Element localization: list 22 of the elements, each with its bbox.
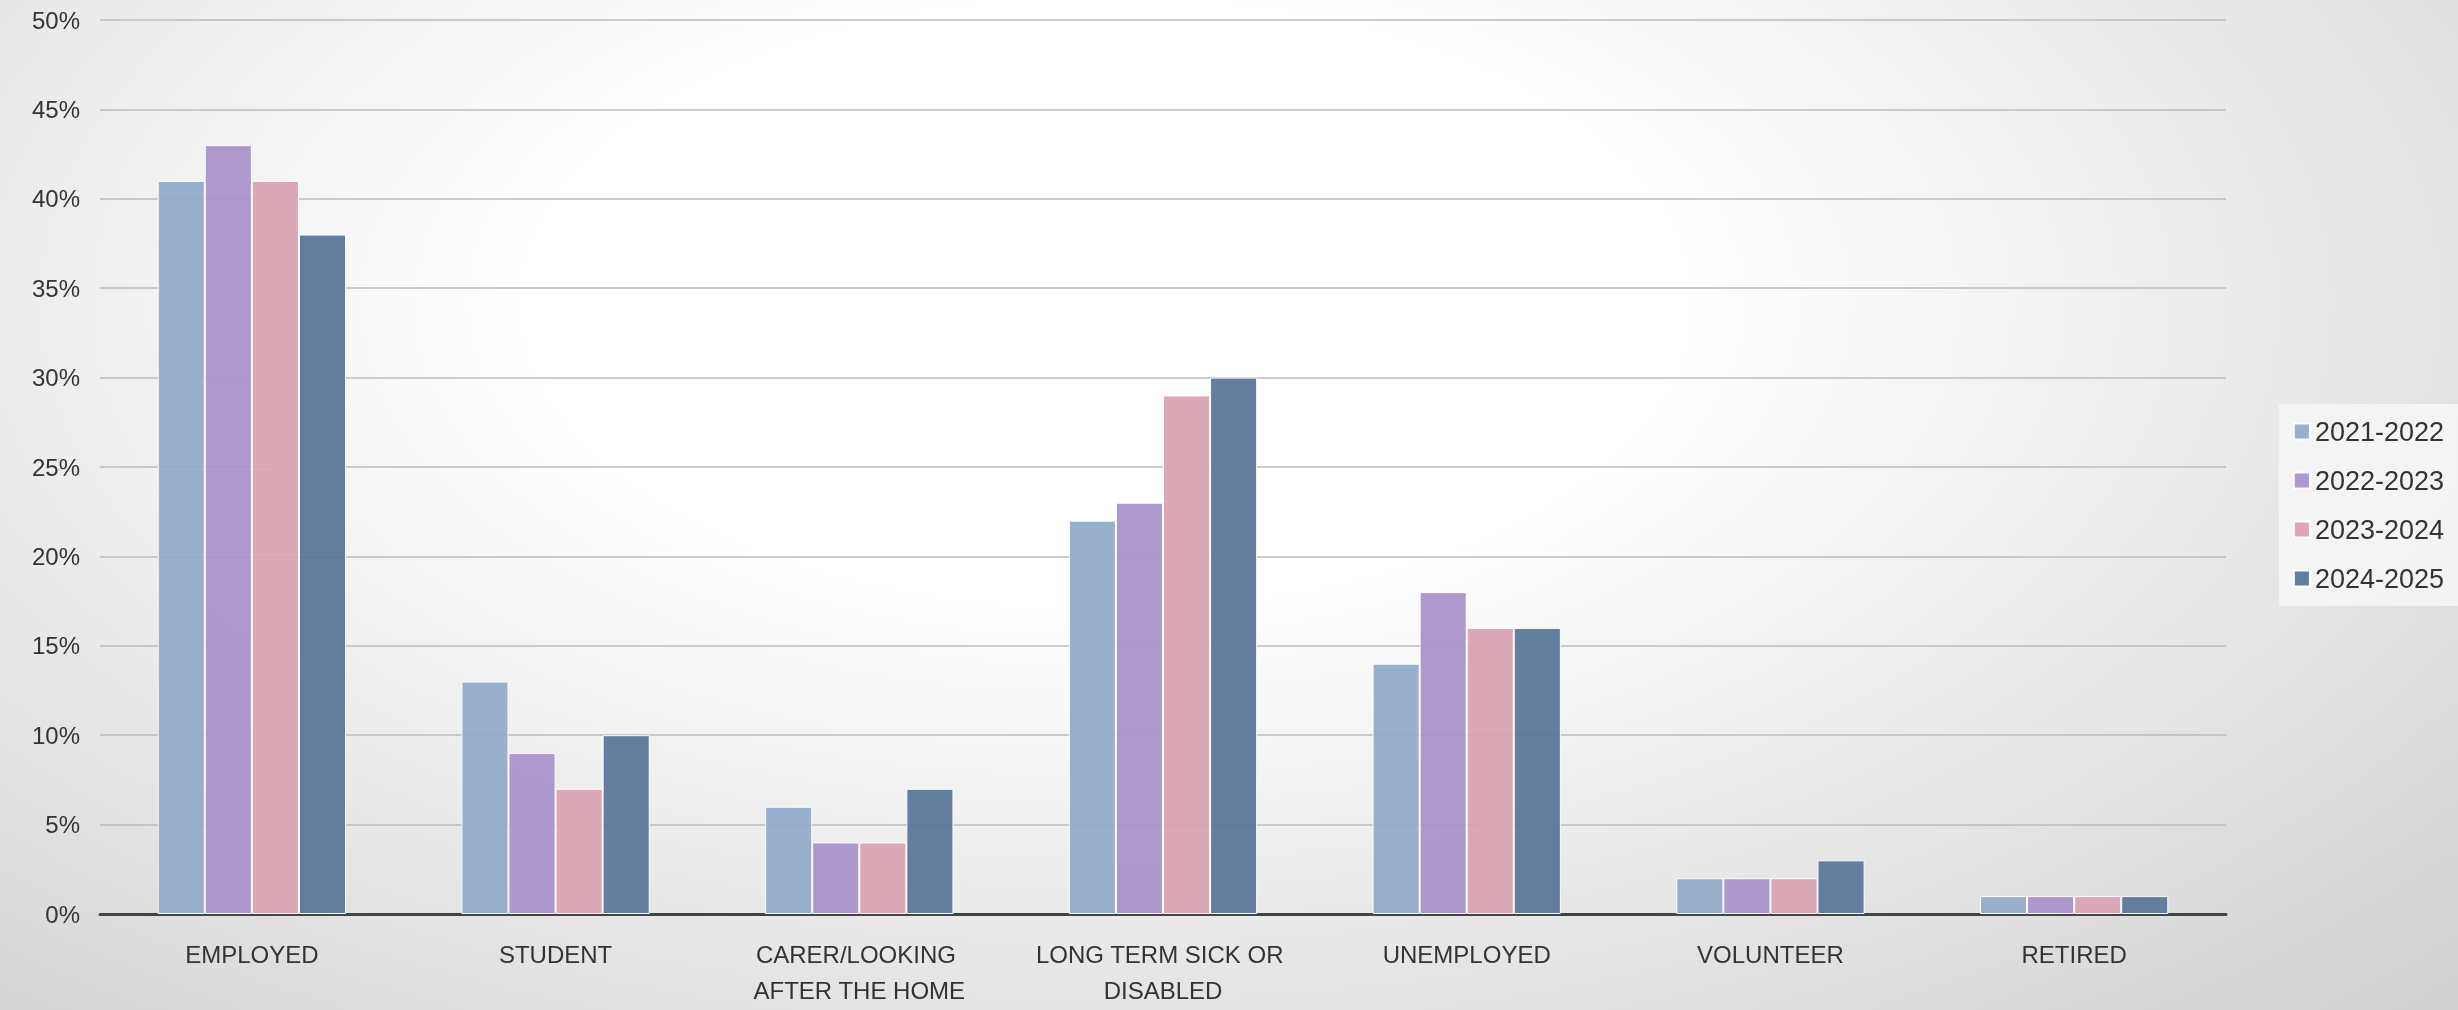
y-tick-label: 45% [31, 95, 80, 123]
y-tick-label: 5% [45, 811, 80, 839]
x-tick-label: CARER/LOOKING AFTER THE HOME [753, 940, 966, 1004]
legend-label: 2024-2025 [2314, 563, 2444, 594]
legend-label: 2022-2023 [2314, 465, 2444, 496]
y-tick-label: 20% [31, 542, 80, 570]
x-tick-label: LONG TERM SICK OR DISABLED [1035, 940, 1291, 1004]
y-tick-label: 10% [31, 721, 80, 749]
x-tick-label: UNEMPLOYED [1382, 940, 1551, 968]
legend-label: 2021-2022 [2314, 416, 2444, 447]
x-tick-label: VOLUNTEER [1697, 940, 1844, 968]
y-tick-label: 0% [45, 900, 80, 928]
legend-label: 2023-2024 [2314, 514, 2444, 545]
x-tick-label: STUDENT [498, 940, 613, 968]
x-tick-label: RETIRED [2021, 940, 2127, 968]
y-tick-label: 30% [31, 364, 80, 392]
y-tick-label: 15% [31, 632, 80, 660]
y-tick-label: 40% [31, 185, 80, 213]
x-tick-label: EMPLOYED [185, 940, 319, 968]
y-tick-label: 50% [31, 6, 80, 34]
y-tick-label: 35% [31, 274, 80, 302]
y-tick-label: 25% [31, 453, 80, 481]
